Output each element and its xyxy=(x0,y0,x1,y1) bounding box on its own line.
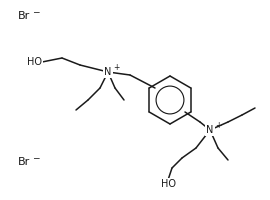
Text: −: − xyxy=(32,7,39,17)
Text: +: + xyxy=(113,62,119,72)
Text: Br: Br xyxy=(18,11,30,21)
Text: Br: Br xyxy=(18,157,30,167)
Text: N: N xyxy=(206,125,214,135)
Text: +: + xyxy=(215,120,221,130)
Text: HO: HO xyxy=(27,57,42,67)
Text: N: N xyxy=(104,67,112,77)
Text: HO: HO xyxy=(160,179,176,189)
Text: −: − xyxy=(32,154,39,162)
